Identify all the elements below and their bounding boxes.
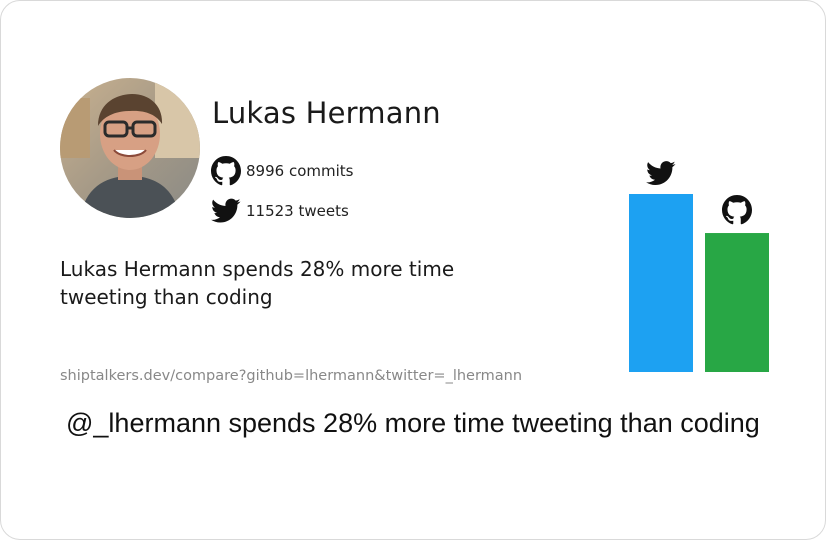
github-bar: [705, 233, 769, 372]
github-icon: [210, 156, 242, 186]
user-name: Lukas Hermann: [212, 96, 441, 130]
twitter-icon: [210, 196, 242, 226]
commits-count: 8996 commits: [246, 162, 354, 180]
avatar: [60, 78, 200, 218]
github-icon: [722, 195, 752, 225]
tweets-stat: 11523 tweets: [210, 196, 349, 226]
post-caption: @_lhermann spends 28% more time tweeting…: [66, 408, 760, 438]
twitter-bar: [629, 194, 693, 372]
comparison-bar-chart: [629, 161, 769, 372]
compare-url[interactable]: shiptalkers.dev/compare?github=lhermann&…: [60, 368, 523, 384]
comparison-card: Lukas Hermann 8996 commits 11523 tweets …: [40, 52, 790, 392]
twitter-icon: [646, 161, 676, 185]
commits-stat: 8996 commits: [210, 156, 353, 186]
tweets-count: 11523 tweets: [246, 202, 349, 220]
summary-text: Lukas Hermann spends 28% more time tweet…: [60, 257, 455, 309]
